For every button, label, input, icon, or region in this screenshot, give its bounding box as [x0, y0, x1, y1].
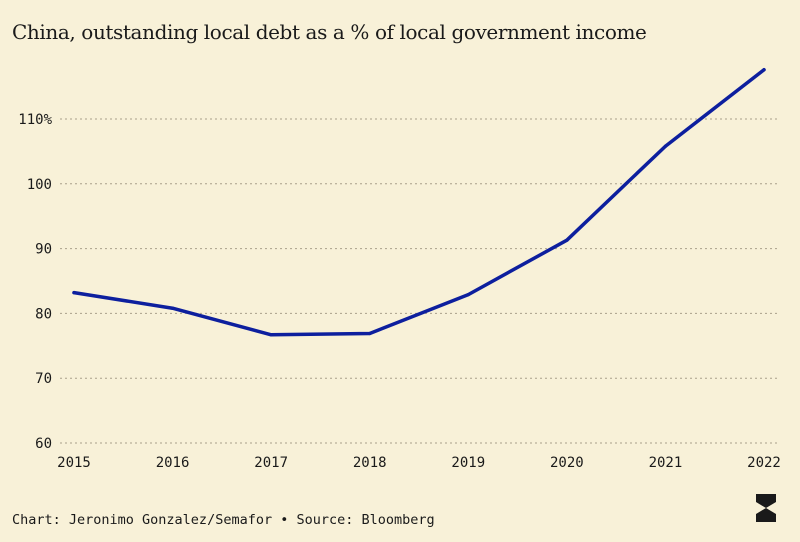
semafor-logo-icon — [756, 494, 776, 522]
x-axis-tick-labels: 2015 2016 2017 2018 2019 2020 2021 2022 — [57, 455, 781, 471]
data-point — [663, 144, 668, 148]
y-tick-label: 70 — [35, 371, 52, 387]
y-tick-label: 90 — [35, 242, 52, 258]
data-point — [565, 238, 569, 242]
data-point — [368, 331, 372, 336]
x-tick-label: 2016 — [156, 455, 190, 471]
x-tick-label: 2020 — [550, 455, 584, 471]
x-tick-label: 2021 — [649, 455, 683, 471]
data-point — [762, 68, 766, 72]
x-tick-label: 2018 — [353, 455, 387, 471]
y-tick-label: 80 — [35, 306, 52, 322]
x-tick-label: 2017 — [254, 455, 288, 471]
data-point — [170, 306, 175, 310]
y-tick-label: 100 — [27, 177, 52, 193]
data-point — [269, 333, 273, 337]
x-tick-label: 2022 — [747, 455, 781, 471]
x-tick-label: 2019 — [451, 455, 485, 471]
data-point — [466, 293, 470, 297]
source-credit: Chart: Jeronimo Gonzalez/Semafor • Sourc… — [12, 512, 435, 528]
y-axis-tick-labels: 60 70 80 90 100 110% — [18, 112, 52, 452]
y-tick-label: 60 — [35, 436, 52, 452]
grid-lines — [60, 118, 777, 444]
data-point — [72, 291, 76, 295]
series-layer — [72, 68, 766, 337]
y-tick-label: 110% — [18, 112, 52, 128]
series-line — [72, 68, 766, 337]
x-tick-label: 2015 — [57, 455, 91, 471]
chart-title: China, outstanding local debt as a % of … — [12, 20, 647, 44]
